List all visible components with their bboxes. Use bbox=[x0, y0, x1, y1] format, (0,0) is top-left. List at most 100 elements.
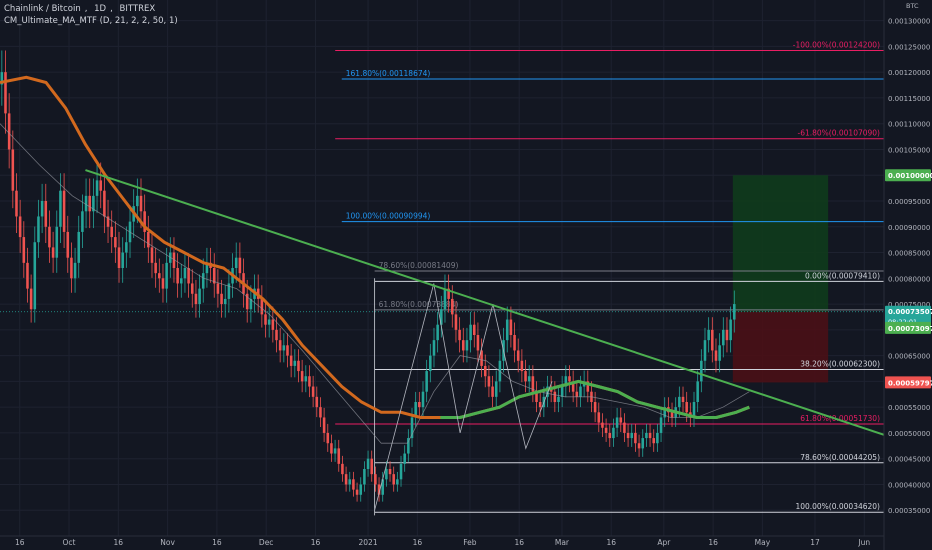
candle-body bbox=[143, 211, 146, 232]
candle-body bbox=[480, 350, 483, 366]
time-tick-label: May bbox=[755, 538, 771, 547]
candle-body bbox=[271, 319, 275, 330]
candle-body bbox=[88, 195, 92, 212]
candle-body bbox=[681, 396, 685, 402]
candle-body bbox=[696, 381, 699, 402]
candle-body bbox=[443, 288, 447, 310]
candle-body bbox=[341, 463, 344, 475]
candle-body bbox=[220, 293, 223, 305]
candle-body bbox=[652, 438, 655, 444]
candle-body bbox=[190, 283, 194, 294]
price-tick-label: 0.00120000 bbox=[888, 69, 930, 77]
fib-label: 38.20%(0.00062300) bbox=[800, 360, 880, 369]
candle-body bbox=[117, 247, 121, 268]
candle-body bbox=[249, 298, 253, 310]
candle-body bbox=[18, 216, 22, 238]
price-tick-label: 0.00125000 bbox=[888, 43, 930, 51]
candle-body bbox=[355, 489, 359, 495]
candle-body bbox=[238, 257, 242, 274]
candle-body bbox=[440, 309, 443, 325]
candle-body bbox=[48, 226, 51, 248]
candle-body bbox=[187, 268, 190, 284]
fib-label: 61.80%(0.00051730) bbox=[800, 414, 880, 423]
candle-body bbox=[407, 438, 410, 454]
candle-body bbox=[201, 273, 205, 289]
candle-body bbox=[487, 376, 491, 387]
candle-body bbox=[703, 340, 707, 361]
candle-body bbox=[700, 360, 703, 382]
time-tick-label: 17 bbox=[810, 538, 820, 547]
candle-body bbox=[538, 402, 542, 408]
candle-body bbox=[154, 262, 157, 274]
candle-body bbox=[630, 432, 634, 439]
candle-body bbox=[560, 386, 564, 397]
candle-body bbox=[59, 190, 62, 227]
candle-body bbox=[216, 283, 220, 294]
candle-body bbox=[161, 278, 165, 289]
candle-body bbox=[4, 72, 7, 114]
candle-body bbox=[685, 402, 688, 413]
price-tick-label: 0.00080000 bbox=[888, 275, 930, 283]
candle-body bbox=[315, 396, 319, 408]
countdown-badge: 08:22:01 bbox=[888, 318, 917, 326]
price-tick-label: 0.00130000 bbox=[888, 18, 930, 26]
candle-body bbox=[513, 335, 516, 351]
candle-body bbox=[601, 422, 604, 428]
candle-body bbox=[172, 252, 176, 268]
candle-body bbox=[359, 484, 363, 495]
candle-body bbox=[575, 391, 579, 397]
time-tick-label: Feb bbox=[463, 538, 477, 547]
time-axis: 16 Oct 16 Nov 16 Dec 16 2021 16 Feb 16 Mar 16 Apr 16 Ma… bbox=[0, 535, 884, 547]
candle-body bbox=[509, 319, 513, 335]
candle-body bbox=[297, 360, 300, 372]
ma-badge-bg bbox=[885, 321, 931, 334]
time-tick-label: Nov bbox=[160, 538, 175, 547]
candle-body bbox=[612, 427, 615, 439]
candle-body bbox=[205, 262, 209, 274]
candle-body bbox=[729, 319, 732, 341]
candle-body bbox=[286, 345, 289, 356]
candle-body bbox=[352, 479, 355, 490]
candle-body bbox=[176, 268, 179, 284]
candle-body bbox=[432, 340, 436, 356]
price-tick-label: 0.00040000 bbox=[888, 481, 930, 489]
candle-body bbox=[92, 195, 95, 212]
fib-label: 0.00%(0.00079410) bbox=[805, 271, 880, 280]
candle-body bbox=[11, 149, 15, 191]
interval: 1D bbox=[94, 4, 107, 14]
candle-body bbox=[103, 190, 106, 217]
time-tick-label: Jun bbox=[857, 538, 870, 547]
price-tick-label: 0.00075000 bbox=[888, 301, 930, 309]
candle-body bbox=[311, 386, 315, 397]
price-tick-label: 0.00095000 bbox=[888, 198, 930, 206]
candle-body bbox=[106, 216, 110, 227]
candle-body bbox=[447, 288, 450, 299]
indicator-legend[interactable]: CM_Ultimate_MA_MTF (D, 21, 2, 2, 50, 1) bbox=[4, 16, 182, 26]
candle-body bbox=[436, 324, 439, 341]
candle-body bbox=[304, 376, 308, 382]
candle-body bbox=[597, 412, 601, 423]
symbol-name: Chainlink / Bitcoin bbox=[4, 4, 81, 14]
candle-body bbox=[344, 474, 348, 485]
time-tick-label: 16 bbox=[514, 538, 524, 547]
candle-body bbox=[73, 262, 77, 279]
candle-body bbox=[722, 329, 725, 346]
candle-body bbox=[29, 288, 33, 310]
candle-body bbox=[546, 386, 549, 397]
candle-body bbox=[425, 371, 428, 392]
candle-body bbox=[718, 345, 721, 361]
candle-body bbox=[579, 386, 582, 397]
target-badge-bg bbox=[885, 169, 931, 182]
candle-body bbox=[678, 396, 681, 408]
candle-body bbox=[198, 288, 201, 305]
candle-body bbox=[264, 314, 267, 325]
candle-body bbox=[399, 463, 403, 480]
candle-body bbox=[429, 355, 432, 372]
candle-body bbox=[333, 448, 337, 454]
axis-bg bbox=[884, 0, 932, 550]
candle-body bbox=[245, 293, 249, 310]
candle-body bbox=[535, 391, 538, 402]
candle-body bbox=[388, 469, 392, 475]
candle-body bbox=[77, 231, 81, 263]
